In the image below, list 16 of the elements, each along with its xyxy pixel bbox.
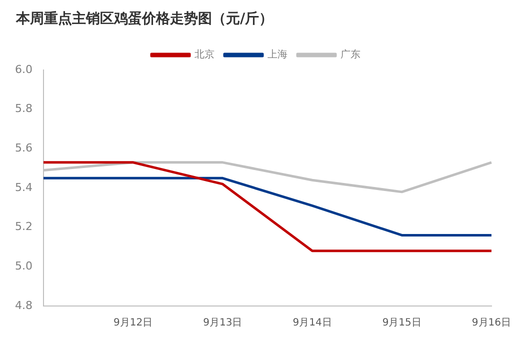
chart-title: 本周重点主销区鸡蛋价格走势图（元/斤） (14, 10, 274, 29)
y-tick-label: 5.8 (14, 102, 32, 116)
legend-label: 上海 (268, 48, 288, 61)
x-tick-label: 9月15日 (382, 318, 422, 329)
y-tick-label: 5.4 (14, 180, 32, 194)
x-tick-label: 9月13日 (203, 318, 242, 329)
x-tick-label: 9月16日 (472, 318, 512, 329)
y-tick-label: 4.8 (14, 298, 32, 312)
legend-label: 北京 (194, 48, 214, 61)
y-tick-label: 6.0 (14, 62, 32, 76)
y-tick-label: 5.6 (14, 142, 32, 155)
y-tick-label: 5.0 (14, 260, 32, 273)
x-tick-label: 9月14日 (292, 318, 332, 329)
x-tick-label: 9月12日 (114, 318, 153, 329)
legend-label: 广东 (340, 48, 360, 61)
y-tick-label: 5.2 (14, 220, 32, 234)
